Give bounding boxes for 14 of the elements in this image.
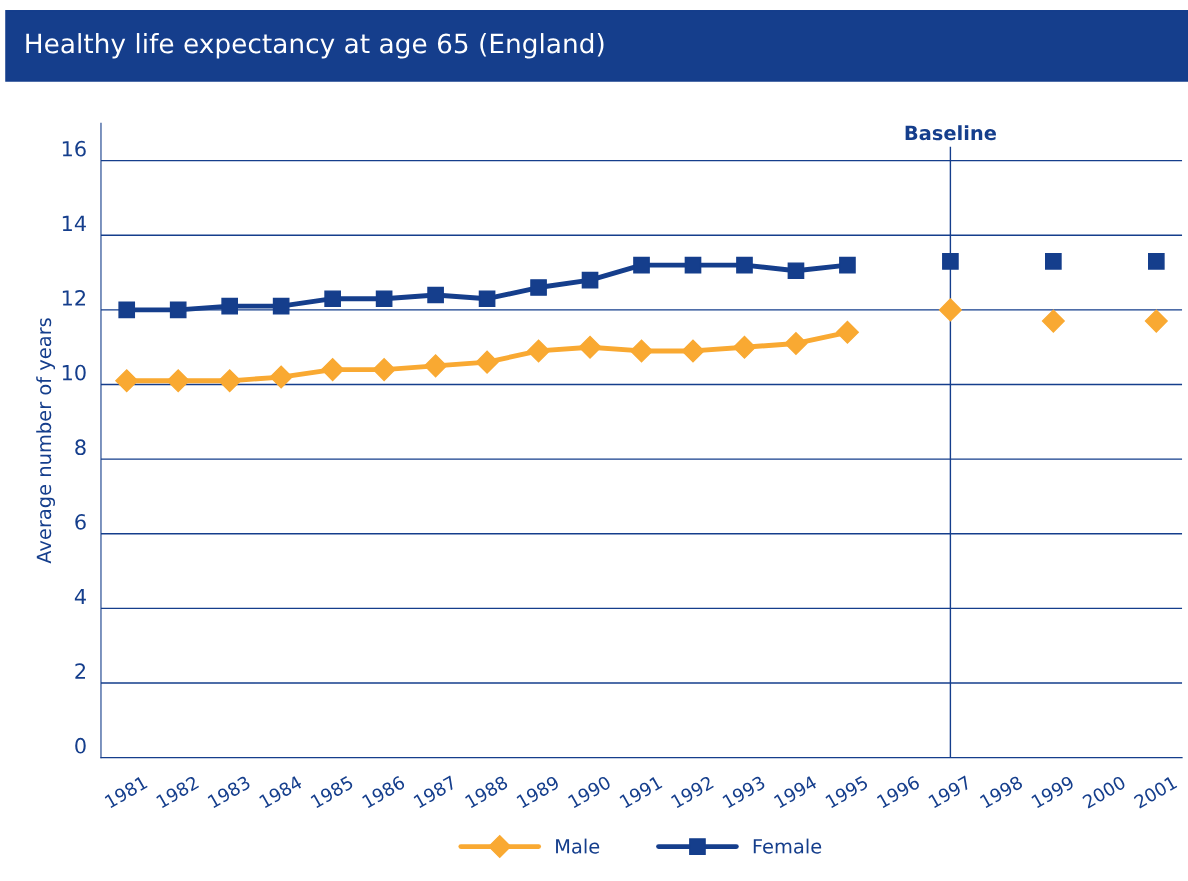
chart-title: Healthy life expectancy at age 65 (England) xyxy=(26,33,604,59)
y-tick-label: 0 xyxy=(75,737,86,754)
y-tick-label: 8 xyxy=(75,439,86,456)
y-tick-label: 4 xyxy=(74,588,86,605)
y-tick-label: 12 xyxy=(62,290,85,306)
y-tick-label: 10 xyxy=(62,364,86,381)
y-tick-label: 16 xyxy=(62,140,86,157)
y-axis-title: Average number of years xyxy=(36,318,56,564)
legend-label: Male xyxy=(556,838,600,854)
legend-label: Female xyxy=(753,838,822,854)
y-tick-label: 2 xyxy=(75,663,85,679)
ref-line-label: Baseline xyxy=(905,125,996,141)
y-tick-label: 6 xyxy=(75,513,86,530)
y-tick-label: 14 xyxy=(62,215,86,231)
